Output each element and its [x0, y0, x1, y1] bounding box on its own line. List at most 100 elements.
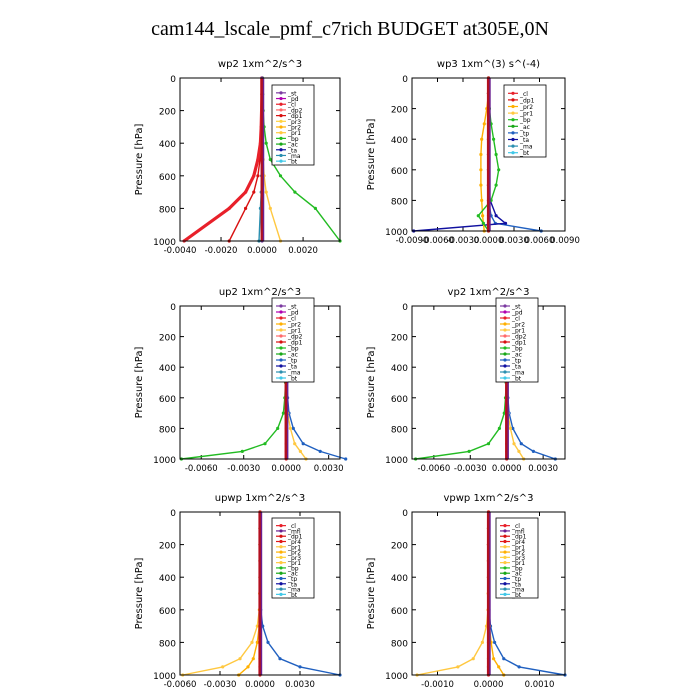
legend-marker — [503, 322, 507, 326]
legend-marker — [279, 114, 283, 118]
series-point — [479, 168, 483, 172]
chart-panel-4: upwp 1xm^2/s^3 Pressure [hPa] 0 200 400 600 80… — [134, 493, 342, 690]
series-point — [238, 657, 242, 661]
legend-entry: _ma — [519, 144, 533, 151]
x-tick-label: -0.0030 — [204, 680, 237, 690]
legend-marker — [279, 566, 283, 570]
legend-entry: _bp — [511, 565, 523, 572]
chart-panel-0: wp2 1xm^2/s^3 Pressure [hPa] 0 200 400 600 800… — [134, 59, 342, 256]
x-tick-label: -0.0090 — [396, 236, 429, 246]
series-point — [508, 426, 512, 430]
legend-entry: _cl — [511, 316, 520, 323]
legend-entry: _ta — [287, 147, 297, 154]
chart-panel-3: vp2 1xm^2/s^3 Pressure [hPa] 0 200 400 600 800… — [366, 287, 566, 474]
legend-entry: _mfl — [511, 528, 525, 535]
legend-entry: _ma — [511, 370, 525, 377]
series-point — [244, 206, 248, 210]
legend-entry: _dp2 — [511, 334, 527, 341]
legend-marker — [279, 334, 283, 338]
series-point — [476, 214, 480, 218]
series-line-pr1 — [182, 512, 261, 676]
chart-title: upwp 1xm^2/s^3 — [215, 493, 305, 504]
legend-entry: _dp1 — [287, 340, 303, 347]
y-tick-label: 600 — [391, 167, 408, 177]
chart-panel-1: wp3 1xm^(3) s^(-4) Pressure [hPa] 0 200 400 6… — [366, 59, 580, 246]
y-tick-label: 1000 — [385, 672, 408, 682]
legend-entry: _dp1 — [287, 534, 303, 541]
chart-title: wp2 1xm^2/s^3 — [218, 59, 302, 70]
legend-entry: _pr4 — [511, 539, 525, 546]
legend-entry: _cl — [287, 523, 296, 530]
legend-entry: _dp1 — [287, 113, 303, 120]
legend-entry: _ac — [287, 571, 298, 578]
x-tick-label: 0.0020 — [288, 246, 318, 256]
legend-marker — [279, 555, 283, 559]
series-line-bp — [415, 306, 508, 460]
legend-marker — [279, 340, 283, 344]
legend-entry: _dp2 — [287, 334, 303, 341]
chart-panel-5: vpwp 1xm^2/s^3 Pressure [hPa] 0 200 400 600 80… — [366, 493, 567, 690]
legend-marker — [279, 370, 283, 374]
y-tick-label: 1000 — [385, 456, 408, 466]
chart-title: wp3 1xm^(3) s^(-4) — [437, 59, 540, 70]
legend-marker — [503, 576, 507, 581]
series-line-pr1 — [416, 512, 490, 676]
series-point — [313, 206, 317, 210]
series-point — [268, 206, 272, 210]
legend-marker — [279, 550, 283, 554]
series-line-pr2 — [238, 512, 261, 676]
legend-entry: _bp — [287, 565, 299, 572]
legend-marker — [279, 102, 283, 106]
legend-entry: _tp — [511, 358, 521, 365]
legend-entry: _tp — [519, 130, 529, 137]
series-point — [276, 426, 280, 430]
legend-marker — [503, 566, 507, 570]
legend-entry: _pr1 — [287, 560, 301, 567]
y-tick-label: 800 — [159, 639, 176, 649]
y-tick-label: 400 — [391, 574, 408, 584]
legend-entry: _st — [287, 304, 297, 311]
x-tick-label: -0.0060 — [417, 464, 450, 474]
series-point — [486, 442, 491, 446]
legend-entry: _cl — [287, 102, 296, 109]
legend-marker — [503, 304, 507, 308]
legend-marker — [279, 346, 283, 350]
series-point — [517, 665, 521, 669]
x-tick-label: 0.0000 — [492, 464, 522, 474]
legend-marker — [511, 118, 515, 122]
y-tick-label: 200 — [159, 542, 176, 552]
y-tick-label: 400 — [159, 364, 176, 374]
legend-marker — [503, 545, 507, 549]
legend-marker — [279, 534, 283, 538]
y-tick-label: 600 — [391, 607, 408, 617]
series-point — [255, 640, 259, 645]
legend-marker — [279, 153, 283, 158]
series-point — [256, 174, 260, 178]
x-tick-label: -0.0060 — [185, 464, 218, 474]
x-tick-label: -0.0060 — [421, 236, 454, 246]
series-point — [497, 168, 501, 172]
series-point — [264, 141, 268, 145]
legend-entry: _ta — [511, 581, 521, 588]
series-point — [494, 152, 498, 157]
series-line-bp — [181, 306, 287, 460]
y-tick-label: 800 — [159, 205, 176, 215]
legend-marker — [279, 108, 283, 112]
legend-marker — [503, 534, 507, 538]
y-tick-label: 0 — [402, 75, 408, 85]
y-tick-label: 0 — [170, 509, 176, 519]
legend-entry: _bt — [287, 592, 298, 599]
legend-entry: _ta — [519, 137, 529, 144]
series-point — [252, 190, 256, 194]
y-tick-label: 200 — [391, 542, 408, 552]
series-point — [512, 442, 516, 446]
series-point — [298, 449, 302, 453]
x-tick-label: 0.0060 — [525, 236, 555, 246]
y-tick-label: 800 — [391, 639, 408, 649]
x-tick-label: 0.0000 — [247, 246, 277, 256]
legend-marker — [503, 352, 507, 356]
x-tick-label: -0.0010 — [421, 680, 454, 690]
legend-entry: _pd — [287, 96, 299, 103]
legend-marker — [503, 582, 507, 586]
series-point — [502, 657, 506, 661]
